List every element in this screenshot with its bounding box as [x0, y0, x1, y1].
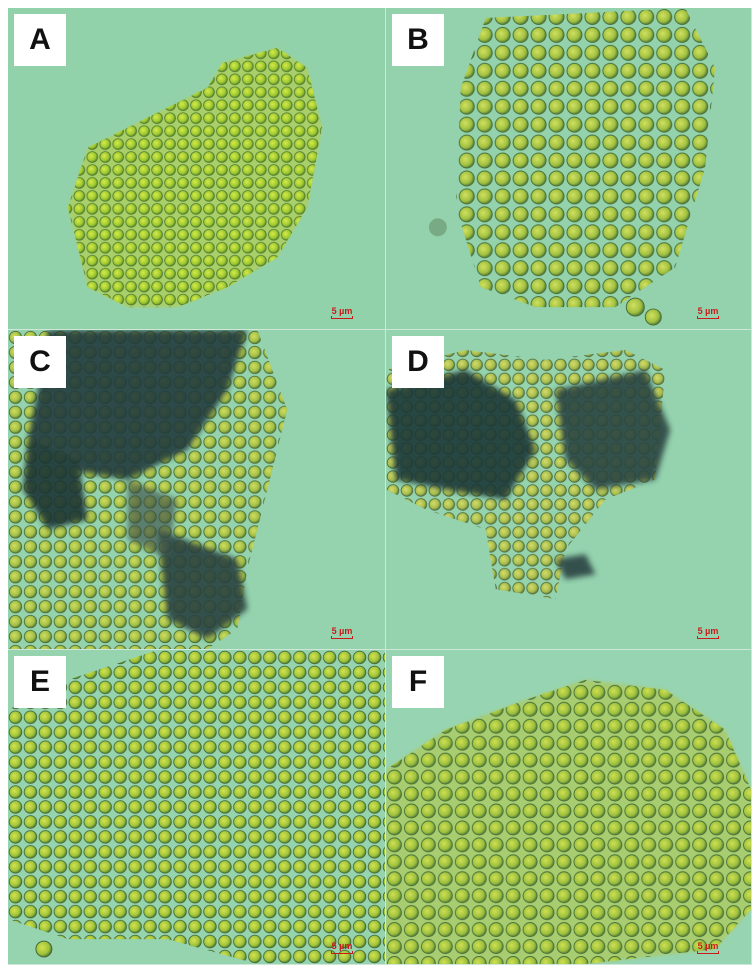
panel-e-scale-bar-line [331, 951, 353, 954]
panel-b-label: B [392, 14, 444, 66]
panel-d-label: D [392, 336, 444, 388]
panel-f-scalebar: 5 µm [697, 941, 719, 954]
panel-a-scalebar: 5 µm [331, 306, 353, 319]
panel-d-scalebar: 5 µm [697, 626, 719, 639]
panel-a-micrograph [8, 8, 385, 329]
panel-c: C 5 µm [8, 330, 386, 650]
panel-f: F 5 µm [386, 650, 752, 965]
panel-c-scalebar: 5 µm [331, 626, 353, 639]
panel-b-scale-text: 5 µm [697, 306, 719, 316]
panel-a-scale-text: 5 µm [331, 306, 353, 316]
panel-c-label: C [14, 336, 66, 388]
panel-d-micrograph [386, 330, 751, 649]
panel-e-scale-text: 5 µm [331, 941, 353, 951]
panel-e-micrograph [8, 650, 385, 964]
panel-c-scale-bar-line [331, 636, 353, 639]
panel-c-micrograph [8, 330, 385, 649]
panel-c-scale-text: 5 µm [331, 626, 353, 636]
panel-f-scale-bar-line [697, 951, 719, 954]
panel-e-label: E [14, 656, 66, 708]
panel-e: E 5 µm [8, 650, 386, 965]
panel-e-scalebar: 5 µm [331, 941, 353, 954]
panel-f-scale-text: 5 µm [697, 941, 719, 951]
panel-a-scale-bar-line [331, 316, 353, 319]
micrograph-figure: A 5 µm B 5 µm [8, 8, 752, 965]
panel-d: D 5 µm [386, 330, 752, 650]
panel-b-scale-bar-line [697, 316, 719, 319]
panel-a: A 5 µm [8, 8, 386, 330]
panel-d-scale-bar-line [697, 636, 719, 639]
panel-f-micrograph [386, 650, 751, 964]
panel-b-micrograph [386, 8, 751, 329]
panel-b-scalebar: 5 µm [697, 306, 719, 319]
panel-f-label: F [392, 656, 444, 708]
panel-b: B 5 µm [386, 8, 752, 330]
panel-d-scale-text: 5 µm [697, 626, 719, 636]
panel-a-label: A [14, 14, 66, 66]
